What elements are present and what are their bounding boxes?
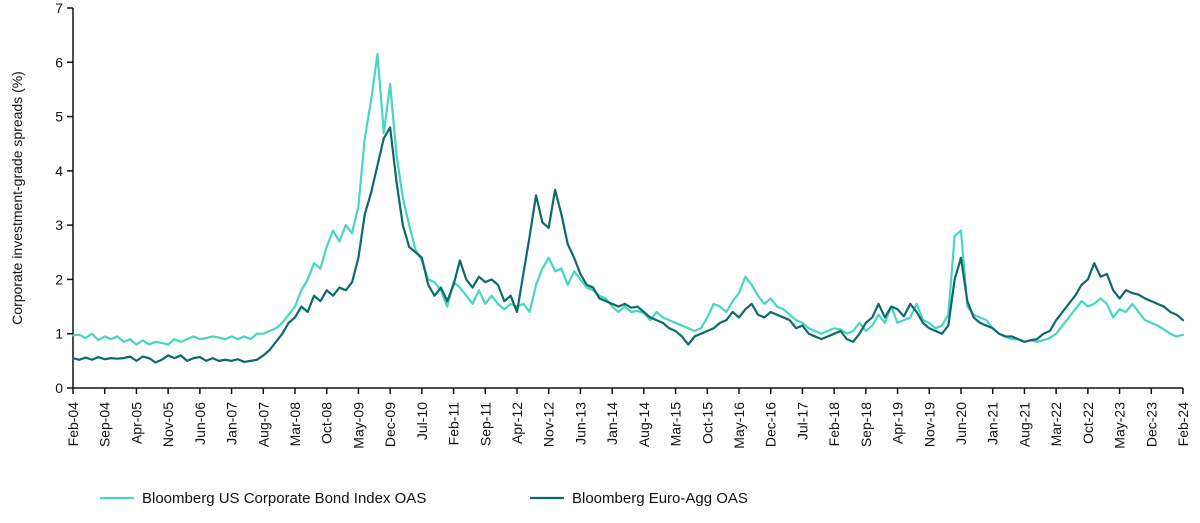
x-tick-label: Apr-19 xyxy=(890,402,906,444)
y-tick-label: 0 xyxy=(55,380,63,396)
x-tick-label: Oct-15 xyxy=(699,402,715,444)
x-tick-label: Jun-06 xyxy=(192,402,208,445)
series-line-0 xyxy=(73,54,1183,344)
x-tick-label: Dec-23 xyxy=(1143,402,1159,447)
x-tick-label: Dec-16 xyxy=(763,402,779,447)
x-tick-label: Sep-04 xyxy=(97,402,113,447)
x-tick-label: Nov-05 xyxy=(160,402,176,447)
x-tick-label: Jan-14 xyxy=(604,402,620,445)
x-tick-label: Jul-10 xyxy=(414,402,430,440)
line-chart: 0 1 2 3 4 5 6 7 Corporate investment-grade sprea… xyxy=(0,0,1200,523)
x-tick-label: Nov-12 xyxy=(541,402,557,447)
chart-container: 0 1 2 3 4 5 6 7 Corporate investment-grade sprea… xyxy=(0,0,1200,523)
x-tick-label: Feb-18 xyxy=(826,402,842,447)
x-tick-label: Jun-13 xyxy=(572,402,588,445)
x-tick-label: Dec-09 xyxy=(382,402,398,447)
x-tick-label: Jan-21 xyxy=(985,402,1001,445)
x-tick-label: Nov-19 xyxy=(921,402,937,447)
y-axis-title: Corporate investment-grade spreads (%) xyxy=(9,71,25,325)
x-tick-label: Aug-14 xyxy=(636,402,652,447)
x-tick-label: Feb-11 xyxy=(446,402,462,446)
series-line-1 xyxy=(73,127,1183,362)
y-tick-label: 5 xyxy=(55,109,63,125)
x-tick-label: Mar-22 xyxy=(1048,402,1064,447)
x-tick-label: Apr-05 xyxy=(128,402,144,444)
legend-label-0: Bloomberg US Corporate Bond Index OAS xyxy=(142,490,426,507)
x-tick-label: Mar-08 xyxy=(287,402,303,447)
y-tick-label: 4 xyxy=(55,163,63,179)
x-tick-label: May-16 xyxy=(731,402,747,449)
x-tick-label: Mar-15 xyxy=(668,402,684,447)
x-tick-label: Feb-04 xyxy=(65,402,81,447)
x-tick-label: Oct-22 xyxy=(1080,402,1096,444)
x-tick-label: Oct-08 xyxy=(319,402,335,444)
x-tick-label: Sep-18 xyxy=(858,402,874,447)
y-tick-label: 2 xyxy=(55,271,63,287)
legend-label-1: Bloomberg Euro-Agg OAS xyxy=(572,490,748,507)
x-tick-label: Apr-12 xyxy=(509,402,525,444)
y-tick-label: 1 xyxy=(55,326,63,342)
x-tick-label: Jun-20 xyxy=(953,402,969,445)
x-tick-label: Sep-11 xyxy=(477,402,493,446)
x-tick-label: Aug-21 xyxy=(1016,402,1032,447)
x-tick-label: Aug-07 xyxy=(255,402,271,447)
y-tick-label: 7 xyxy=(55,0,63,16)
x-tick-label: Jul-17 xyxy=(794,402,810,440)
x-tick-label: Jan-07 xyxy=(224,402,240,445)
x-tick-label: May-23 xyxy=(1112,402,1128,449)
y-tick-label: 6 xyxy=(55,54,63,70)
x-tick-label: May-09 xyxy=(350,402,366,449)
y-tick-label: 3 xyxy=(55,217,63,233)
x-tick-label: Feb-24 xyxy=(1175,402,1191,447)
